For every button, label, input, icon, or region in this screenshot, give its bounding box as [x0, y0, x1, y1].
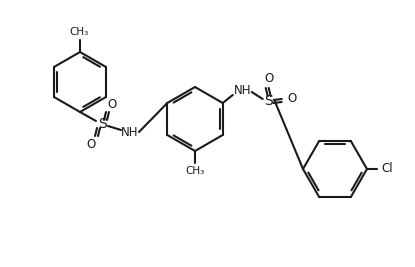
Text: S: S [264, 94, 273, 108]
Text: CH₃: CH₃ [69, 27, 89, 37]
Text: O: O [287, 92, 296, 104]
Text: NH: NH [234, 84, 251, 97]
Text: O: O [107, 97, 117, 111]
Text: CH₃: CH₃ [186, 166, 205, 176]
Text: S: S [98, 117, 106, 131]
Text: Cl: Cl [381, 163, 393, 175]
Text: O: O [264, 73, 273, 85]
Text: NH: NH [121, 125, 139, 139]
Text: O: O [86, 138, 95, 151]
